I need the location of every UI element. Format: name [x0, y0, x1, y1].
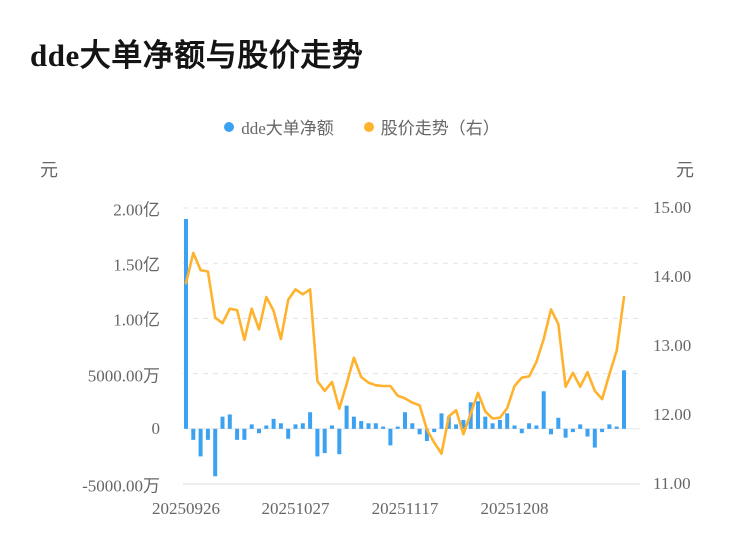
bar — [614, 426, 619, 429]
bar — [417, 428, 422, 435]
bar — [549, 428, 553, 435]
bar — [264, 425, 269, 429]
bar — [527, 423, 532, 429]
bar — [534, 425, 539, 429]
bar — [381, 426, 386, 429]
left-axis-tick: 1.50亿 — [113, 255, 160, 275]
bar — [184, 219, 188, 429]
chart-legend: dde大单净额 股价走势（右） — [0, 114, 724, 139]
bar — [541, 391, 546, 429]
bar — [300, 423, 305, 429]
legend-item-dde-net[interactable]: dde大单净额 — [224, 114, 334, 139]
bar — [454, 424, 459, 429]
bar — [213, 428, 218, 477]
right-axis-tick: 11.00 — [653, 474, 691, 493]
bar — [220, 416, 225, 429]
x-axis-tick: 20251117 — [371, 499, 439, 518]
bar — [519, 428, 524, 434]
bar — [410, 423, 415, 429]
bar — [322, 428, 327, 454]
bar — [205, 428, 210, 440]
bar — [227, 414, 232, 429]
right-axis-unit: 元 — [676, 160, 694, 180]
bar — [242, 428, 247, 440]
bar — [344, 405, 349, 429]
bar — [563, 428, 568, 438]
x-axis-tick: 20251208 — [480, 499, 549, 518]
bar — [556, 417, 561, 429]
bar — [476, 401, 480, 429]
bar — [235, 428, 240, 440]
bar — [483, 416, 488, 429]
bar — [286, 428, 291, 439]
bar — [359, 421, 364, 429]
bar — [570, 428, 575, 433]
bar — [600, 428, 605, 433]
bar — [592, 428, 597, 448]
legend-dot-orange-icon — [363, 121, 374, 132]
x-axis-tick: 20251027 — [261, 499, 330, 518]
right-axis-tick: 15.00 — [653, 198, 692, 217]
bar — [191, 428, 196, 440]
bar — [424, 428, 429, 441]
right-axis-tick: 14.00 — [653, 267, 692, 286]
bar — [439, 413, 444, 429]
left-axis-unit: 元 — [40, 160, 58, 180]
bar — [257, 428, 261, 434]
bar — [395, 426, 400, 429]
bar — [490, 423, 495, 429]
bar — [373, 423, 378, 429]
page-title: dde大单净额与股价走势 — [30, 38, 364, 73]
bar — [585, 428, 590, 437]
left-axis-tick: 0 — [151, 418, 161, 438]
legend-dot-blue-icon — [224, 121, 235, 132]
legend-label-dde-net: dde大单净额 — [241, 119, 334, 138]
bar — [198, 428, 203, 457]
bar — [278, 423, 283, 429]
bar — [432, 428, 437, 433]
bar — [512, 425, 517, 429]
bar — [351, 416, 356, 429]
bar — [337, 428, 342, 455]
left-axis-tick: 1.00亿 — [113, 310, 160, 330]
bar — [366, 423, 371, 429]
bar — [461, 419, 466, 429]
bar — [497, 419, 502, 429]
legend-item-price[interactable]: 股价走势（右） — [363, 114, 500, 139]
right-axis-tick: 12.00 — [653, 405, 692, 424]
left-axis-tick: 5000.00万 — [87, 366, 160, 386]
bar — [330, 425, 334, 429]
bar — [607, 424, 612, 429]
price-line-series — [184, 251, 626, 455]
bar — [293, 424, 298, 429]
gridlines — [183, 207, 640, 485]
bar — [308, 412, 313, 429]
bar — [271, 418, 276, 429]
right-axis-tick: 13.00 — [653, 336, 692, 355]
bar — [388, 428, 393, 446]
bar — [505, 413, 510, 429]
bar — [578, 424, 583, 429]
x-axis-tick: 20250926 — [152, 499, 220, 518]
left-axis-tick: 2.00亿 — [113, 200, 160, 220]
bar — [622, 370, 626, 429]
bar — [403, 412, 407, 429]
bar — [315, 428, 320, 457]
left-axis-tick: -5000.00万 — [82, 476, 160, 496]
bar-series — [184, 219, 626, 477]
legend-label-price: 股价走势（右） — [380, 119, 500, 138]
bar — [249, 424, 254, 429]
